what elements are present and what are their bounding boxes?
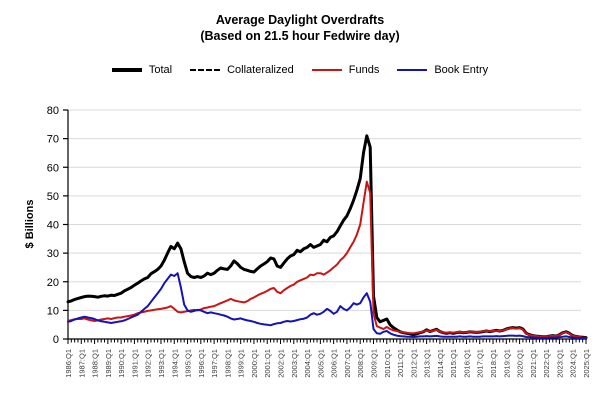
y-tick-label: 10 — [47, 305, 59, 317]
legend-label-funds: Funds — [348, 64, 380, 76]
x-tick-label: 2007:Q1 — [343, 349, 352, 378]
x-tick-label: 1990:Q1 — [117, 349, 126, 378]
x-tick-label: 2016:Q1 — [462, 349, 471, 378]
x-tick-label: 2025:Q1 — [582, 349, 591, 378]
x-tick-label: 2023:Q1 — [555, 349, 564, 378]
x-tick-label: 1993:Q1 — [157, 349, 166, 378]
x-tick-label: 2002:Q1 — [277, 349, 286, 378]
x-tick-label: 2006:Q1 — [330, 349, 339, 378]
chart-subtitle: (Based on 21.5 hour Fedwire day) — [200, 29, 400, 43]
x-tick-label: 2009:Q1 — [369, 349, 378, 378]
x-tick-label: 1999:Q1 — [237, 349, 246, 378]
x-tick-label: 2008:Q1 — [356, 349, 365, 378]
x-tick-label: 2010:Q1 — [383, 349, 392, 378]
legend-item-book-entry: Book Entry — [397, 64, 488, 76]
x-tick-label: 1997:Q1 — [210, 349, 219, 378]
x-tick-label: 1995:Q1 — [184, 349, 193, 378]
x-tick-label: 1996:Q1 — [197, 349, 206, 378]
legend-label-collateralized: Collateralized — [227, 64, 294, 76]
legend: Total Collateralized Funds Book Entry — [0, 64, 600, 76]
x-tick-label: 1987:Q1 — [77, 349, 86, 378]
y-tick-label: 40 — [47, 220, 59, 232]
x-tick-label: 2015:Q1 — [449, 349, 458, 378]
legend-line-sample-collateralized — [190, 69, 221, 71]
chart-title: Average Daylight Overdrafts — [215, 13, 385, 27]
y-tick-label: 80 — [47, 105, 59, 117]
y-tick-label: 30 — [47, 248, 59, 260]
x-tick-label: 1992:Q1 — [144, 349, 153, 378]
legend-label-book-entry: Book Entry — [434, 64, 489, 76]
y-tick-label: 60 — [47, 162, 59, 174]
x-tick-label: 2003:Q1 — [290, 349, 299, 378]
x-tick-label: 2013:Q1 — [423, 349, 432, 378]
x-tick-label: 2011:Q1 — [396, 349, 405, 377]
x-tick-label: 2017:Q1 — [476, 349, 485, 378]
x-tick-label: 1988:Q1 — [91, 349, 100, 378]
x-tick-label: 2005:Q1 — [316, 349, 325, 378]
x-tick-label: 2018:Q1 — [489, 349, 498, 378]
legend-item-collateralized: Collateralized — [190, 64, 294, 76]
x-tick-label: 2021:Q1 — [529, 349, 538, 378]
x-tick-label: 2000:Q1 — [250, 349, 259, 378]
series-funds-line — [67, 180, 587, 339]
y-tick-label: 0 — [53, 334, 59, 346]
y-axis-title: $ Billions — [24, 200, 36, 249]
legend-line-sample-funds — [311, 69, 342, 71]
y-tick-label: 70 — [47, 134, 59, 146]
x-tick-label: 1991:Q1 — [130, 349, 139, 378]
x-tick-label: 1998:Q1 — [223, 349, 232, 378]
x-tick-label: 2019:Q1 — [502, 349, 511, 378]
x-tick-label: 2004:Q1 — [303, 349, 312, 378]
x-tick-label: 2022:Q1 — [542, 349, 551, 378]
legend-item-total: Total — [111, 64, 173, 76]
x-tick-label: 1994:Q1 — [170, 349, 179, 378]
legend-line-sample-total — [111, 68, 142, 72]
x-tick-label: 2020:Q1 — [516, 349, 525, 378]
x-tick-label: 1986:Q1 — [64, 349, 73, 378]
x-tick-label: 2014:Q1 — [436, 349, 445, 378]
y-tick-label: 20 — [47, 277, 59, 289]
legend-label-total: Total — [148, 64, 173, 76]
legend-line-sample-book-entry — [397, 69, 428, 71]
x-tick-label: 2024:Q1 — [569, 349, 578, 378]
series-book-entry-line — [67, 272, 587, 340]
x-tick-label: 2012:Q1 — [409, 349, 418, 378]
legend-item-funds: Funds — [311, 64, 380, 76]
x-tick-label: 1989:Q1 — [104, 349, 113, 378]
y-tick-label: 50 — [47, 191, 59, 203]
x-tick-label: 2001:Q1 — [263, 349, 272, 378]
